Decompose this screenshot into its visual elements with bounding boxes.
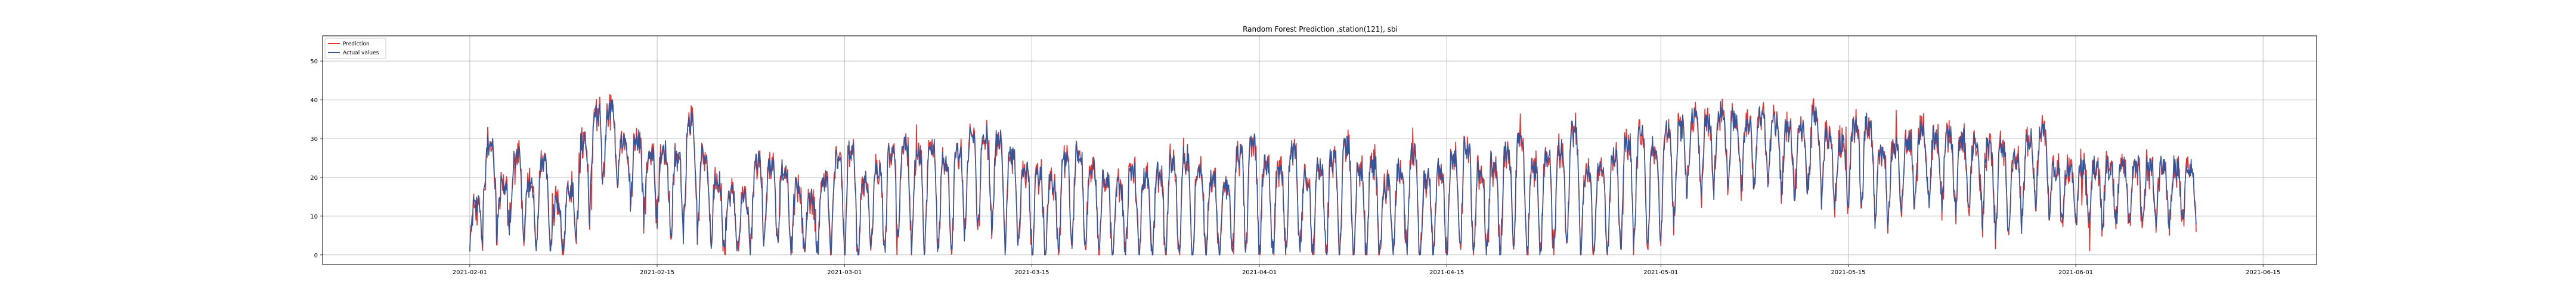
x-tick-label: 2021-03-01	[827, 269, 862, 276]
series-layer	[469, 94, 2197, 256]
x-tick-label: 2021-02-01	[453, 269, 487, 276]
x-tick-label: 2021-05-15	[1831, 269, 1865, 276]
y-axis: 0 10 20 30 40 50	[310, 59, 323, 259]
x-tick-label: 2021-06-01	[2058, 269, 2093, 276]
plot-frame	[322, 35, 2317, 265]
y-tick-label: 30	[310, 136, 318, 143]
legend-box	[324, 38, 386, 59]
legend-label-actual: Actual values	[343, 50, 379, 56]
x-axis: 2021-02-01 2021-02-15 2021-03-01 2021-03-15…	[453, 265, 2280, 276]
y-tick-label: 20	[310, 175, 318, 182]
legend-label-prediction: Prediction	[343, 41, 370, 47]
x-tick-label: 2021-05-01	[1643, 269, 1678, 276]
series-line-actual-values	[469, 99, 2197, 256]
x-gridlines	[469, 36, 2264, 265]
y-tick-label: 0	[314, 253, 318, 259]
x-tick-label: 2021-04-15	[1429, 269, 1464, 276]
y-tick-label: 50	[310, 59, 318, 65]
x-tick-label: 2021-06-15	[2246, 269, 2280, 276]
y-tick-label: 40	[310, 97, 318, 104]
series-line-prediction	[469, 94, 2197, 256]
legend: Prediction Actual values	[324, 38, 386, 59]
x-tick-label: 2021-03-15	[1014, 269, 1049, 276]
y-tick-label: 10	[310, 214, 318, 220]
chart-title: Random Forest Prediction ,station(121), …	[1243, 25, 1398, 33]
x-tick-label: 2021-02-15	[640, 269, 674, 276]
x-tick-label: 2021-04-01	[1242, 269, 1277, 276]
